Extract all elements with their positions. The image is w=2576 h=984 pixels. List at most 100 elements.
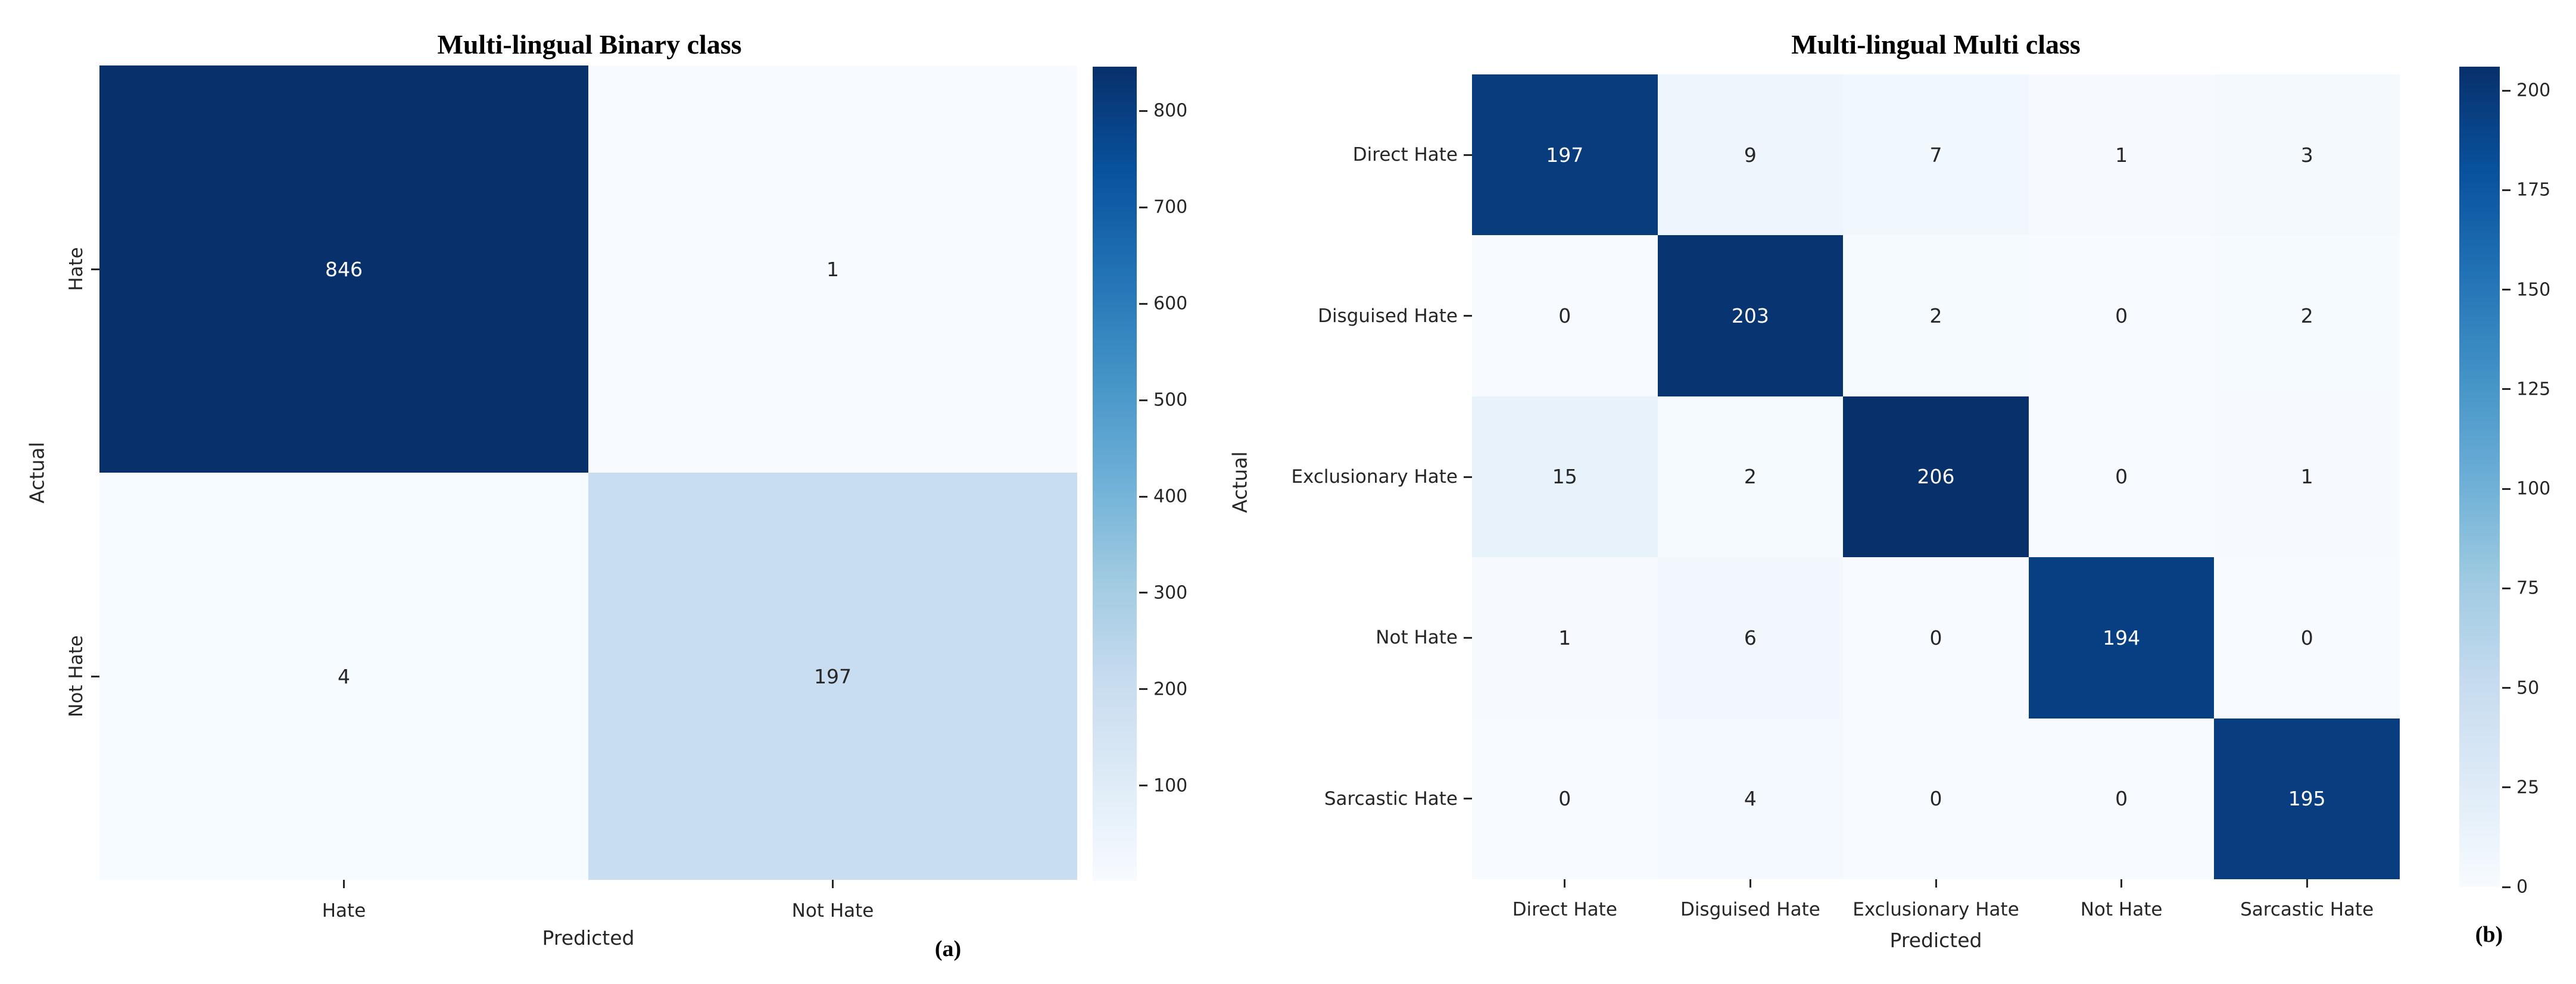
heatmap-cell: 15 (1472, 396, 1658, 558)
heatmap-cell: 1 (2028, 74, 2215, 236)
colorbar-tick-label: 50 (2516, 677, 2540, 699)
y-tick-mark (91, 268, 99, 270)
colorbar-tick-mark (2502, 786, 2510, 789)
colorbar-a (1093, 67, 1137, 881)
y-tick-mark (1464, 636, 1472, 639)
heatmap-cell: 194 (2028, 557, 2215, 719)
y-tick-mark (1464, 154, 1472, 156)
x-tick-label: Direct Hate (1512, 899, 1617, 920)
heatmap-a: 846 1 4 197 (99, 65, 1077, 880)
colorbar-tick-mark (1139, 592, 1147, 594)
x-tick-mark (2306, 879, 2308, 888)
x-tick-label: Sarcastic Hate (2240, 899, 2374, 920)
colorbar-tick-label: 200 (2516, 80, 2551, 101)
heatmap-cell: 206 (1843, 396, 2029, 558)
heatmap-cell: 2 (1657, 396, 1844, 558)
y-tick-mark (91, 675, 99, 677)
colorbar-tick-label: 100 (1153, 775, 1188, 796)
colorbar-tick-mark (2502, 687, 2510, 689)
heatmap-cell: 4 (99, 473, 588, 880)
y-axis-label-a: Actual (25, 442, 49, 504)
x-tick-mark (832, 880, 834, 888)
heatmap-cell: 0 (1472, 718, 1658, 879)
x-tick-label: Hate (322, 900, 366, 921)
heatmap-cell: 0 (1843, 718, 2029, 879)
colorbar-tick-mark (2502, 388, 2510, 391)
heatmap-cell: 197 (588, 473, 1077, 880)
y-tick-label: Hate (66, 247, 87, 291)
colorbar-tick-mark (2502, 886, 2510, 888)
heatmap-cell: 0 (2028, 718, 2215, 879)
heatmap-cell: 6 (1657, 557, 1844, 719)
y-tick-label: Sarcastic Hate (1324, 788, 1458, 810)
colorbar-tick-mark (1139, 302, 1147, 305)
heatmap-cell: 4 (1657, 718, 1844, 879)
heatmap-cell: 1 (588, 65, 1077, 473)
colorbar-tick-mark (2502, 587, 2510, 589)
x-tick-mark (1749, 879, 1751, 888)
subfigure-caption-a: (a) (934, 936, 962, 961)
colorbar-tick-label: 800 (1153, 100, 1188, 121)
colorbar-gradient (1093, 67, 1137, 881)
x-tick-label: Exclusionary Hate (1853, 899, 2019, 920)
chart-title-b: Multi-lingual Multi class (1791, 29, 2081, 60)
colorbar-tick-label: 175 (2516, 179, 2551, 201)
y-tick-mark (1464, 476, 1472, 478)
colorbar-tick-mark (1139, 110, 1147, 112)
heatmap-cell: 1 (1472, 557, 1658, 719)
heatmap-cell: 0 (1843, 557, 2029, 719)
subfigure-caption-b: (b) (2475, 922, 2503, 947)
colorbar-tick-mark (2502, 189, 2510, 191)
colorbar-tick-label: 150 (2516, 279, 2551, 301)
chart-title-a: Multi-lingual Binary class (437, 29, 742, 60)
colorbar-tick-label: 75 (2516, 577, 2540, 599)
colorbar-tick-mark (1139, 399, 1147, 401)
x-tick-mark (2120, 879, 2123, 888)
x-tick-mark (343, 880, 345, 888)
heatmap-cell: 2 (1843, 235, 2029, 396)
colorbar-gradient (2459, 67, 2500, 887)
colorbar-tick-label: 125 (2516, 379, 2551, 400)
x-tick-mark (1935, 879, 1937, 888)
heatmap-cell: 2 (2214, 235, 2400, 396)
colorbar-tick-label: 100 (2516, 478, 2551, 499)
colorbar-tick-mark (1139, 688, 1147, 691)
heatmap-cell: 203 (1657, 235, 1844, 396)
colorbar-b (2459, 67, 2500, 887)
y-tick-mark (1464, 798, 1472, 800)
heatmap-cell: 9 (1657, 74, 1844, 236)
x-axis-label-a: Predicted (542, 926, 635, 949)
heatmap-cell: 846 (99, 65, 588, 473)
colorbar-tick-mark (1139, 785, 1147, 787)
x-tick-label: Disguised Hate (1680, 899, 1820, 920)
y-tick-label: Not Hate (66, 635, 87, 717)
heatmap-cell: 0 (2028, 235, 2215, 396)
colorbar-tick-label: 600 (1153, 293, 1188, 314)
colorbar-tick-label: 0 (2516, 876, 2528, 898)
heatmap-cell: 0 (1472, 235, 1658, 396)
colorbar-tick-label: 25 (2516, 777, 2540, 798)
colorbar-tick-mark (2502, 488, 2510, 490)
colorbar-tick-label: 400 (1153, 486, 1188, 507)
x-tick-mark (1564, 879, 1566, 888)
x-axis-label-b: Predicted (1889, 929, 1982, 952)
y-tick-label: Exclusionary Hate (1291, 466, 1458, 488)
y-tick-label: Disguised Hate (1318, 305, 1458, 327)
heatmap-cell: 0 (2028, 396, 2215, 558)
x-tick-label: Not Hate (2080, 899, 2163, 920)
heatmap-b: 197 9 7 1 3 0 203 2 0 2 15 2 206 0 1 1 6 0 194 0 0 4 0 0 195 (1472, 74, 2400, 879)
heatmap-cell: 7 (1843, 74, 2029, 236)
colorbar-tick-label: 300 (1153, 582, 1188, 604)
colorbar-tick-label: 700 (1153, 196, 1188, 218)
x-tick-label: Not Hate (791, 900, 874, 921)
heatmap-cell: 3 (2214, 74, 2400, 236)
y-axis-label-b: Actual (1228, 451, 1252, 513)
colorbar-tick-label: 500 (1153, 389, 1188, 411)
heatmap-cell: 1 (2214, 396, 2400, 558)
heatmap-cell: 0 (2214, 557, 2400, 719)
colorbar-tick-mark (1139, 495, 1147, 498)
heatmap-cell: 195 (2214, 718, 2400, 879)
colorbar-tick-label: 200 (1153, 679, 1188, 700)
y-tick-mark (1464, 315, 1472, 317)
